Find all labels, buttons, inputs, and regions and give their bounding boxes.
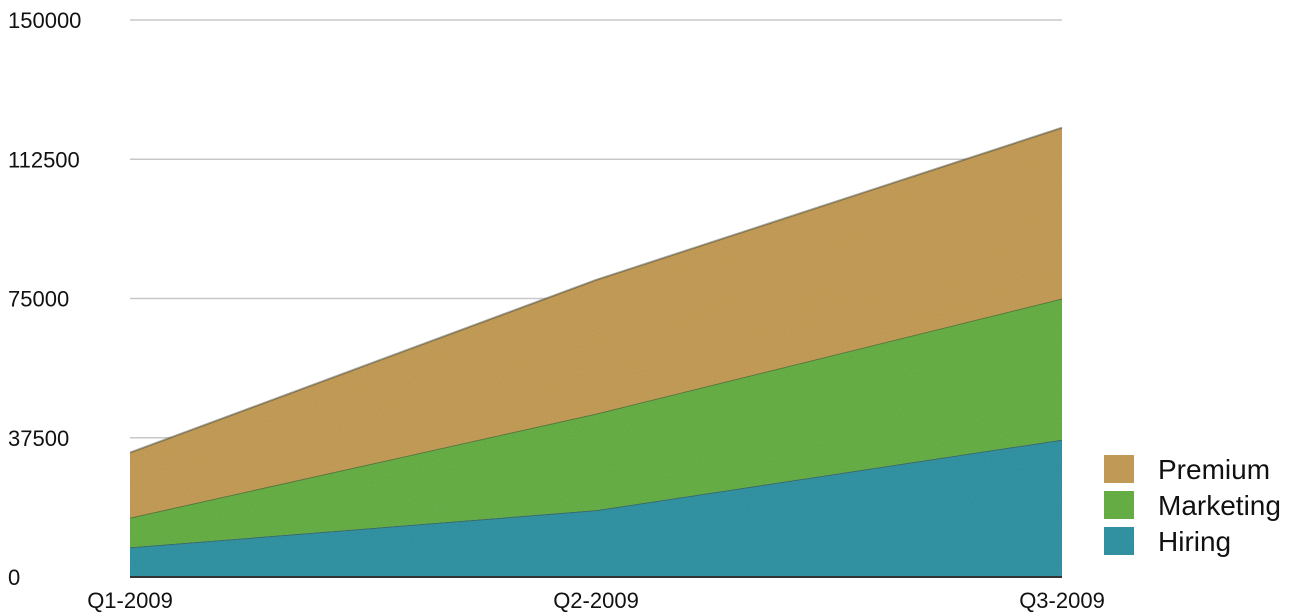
y-tick-label: 75000 (8, 287, 69, 312)
y-tick-label: 0 (8, 565, 20, 590)
legend-label-marketing: Marketing (1158, 490, 1281, 521)
y-tick-label: 37500 (8, 426, 69, 451)
legend-swatch-premium (1104, 455, 1134, 483)
area-series-layer (129, 126, 1063, 577)
area-marketing (130, 298, 1062, 548)
legend-swatch-marketing (1104, 491, 1134, 519)
y-tick-label: 112500 (8, 147, 80, 172)
area-hiring (130, 439, 1062, 577)
x-axis-tick-labels: Q1-2009 Q2-2009 Q3-2009 (87, 588, 1105, 613)
area-premium (130, 127, 1062, 518)
legend-label-hiring: Hiring (1158, 526, 1231, 557)
legend: Premium Marketing Hiring (1104, 454, 1281, 557)
x-tick-label: Q2-2009 (553, 588, 639, 613)
x-tick-label: Q1-2009 (87, 588, 173, 613)
y-tick-label: 150000 (8, 8, 81, 33)
legend-label-premium: Premium (1158, 454, 1270, 485)
y-axis-tick-labels: 0 37500 75000 112500 150000 (8, 8, 81, 590)
x-tick-label: Q3-2009 (1019, 588, 1105, 613)
legend-swatch-hiring (1104, 527, 1134, 555)
area-edge-premium (129, 126, 1063, 454)
